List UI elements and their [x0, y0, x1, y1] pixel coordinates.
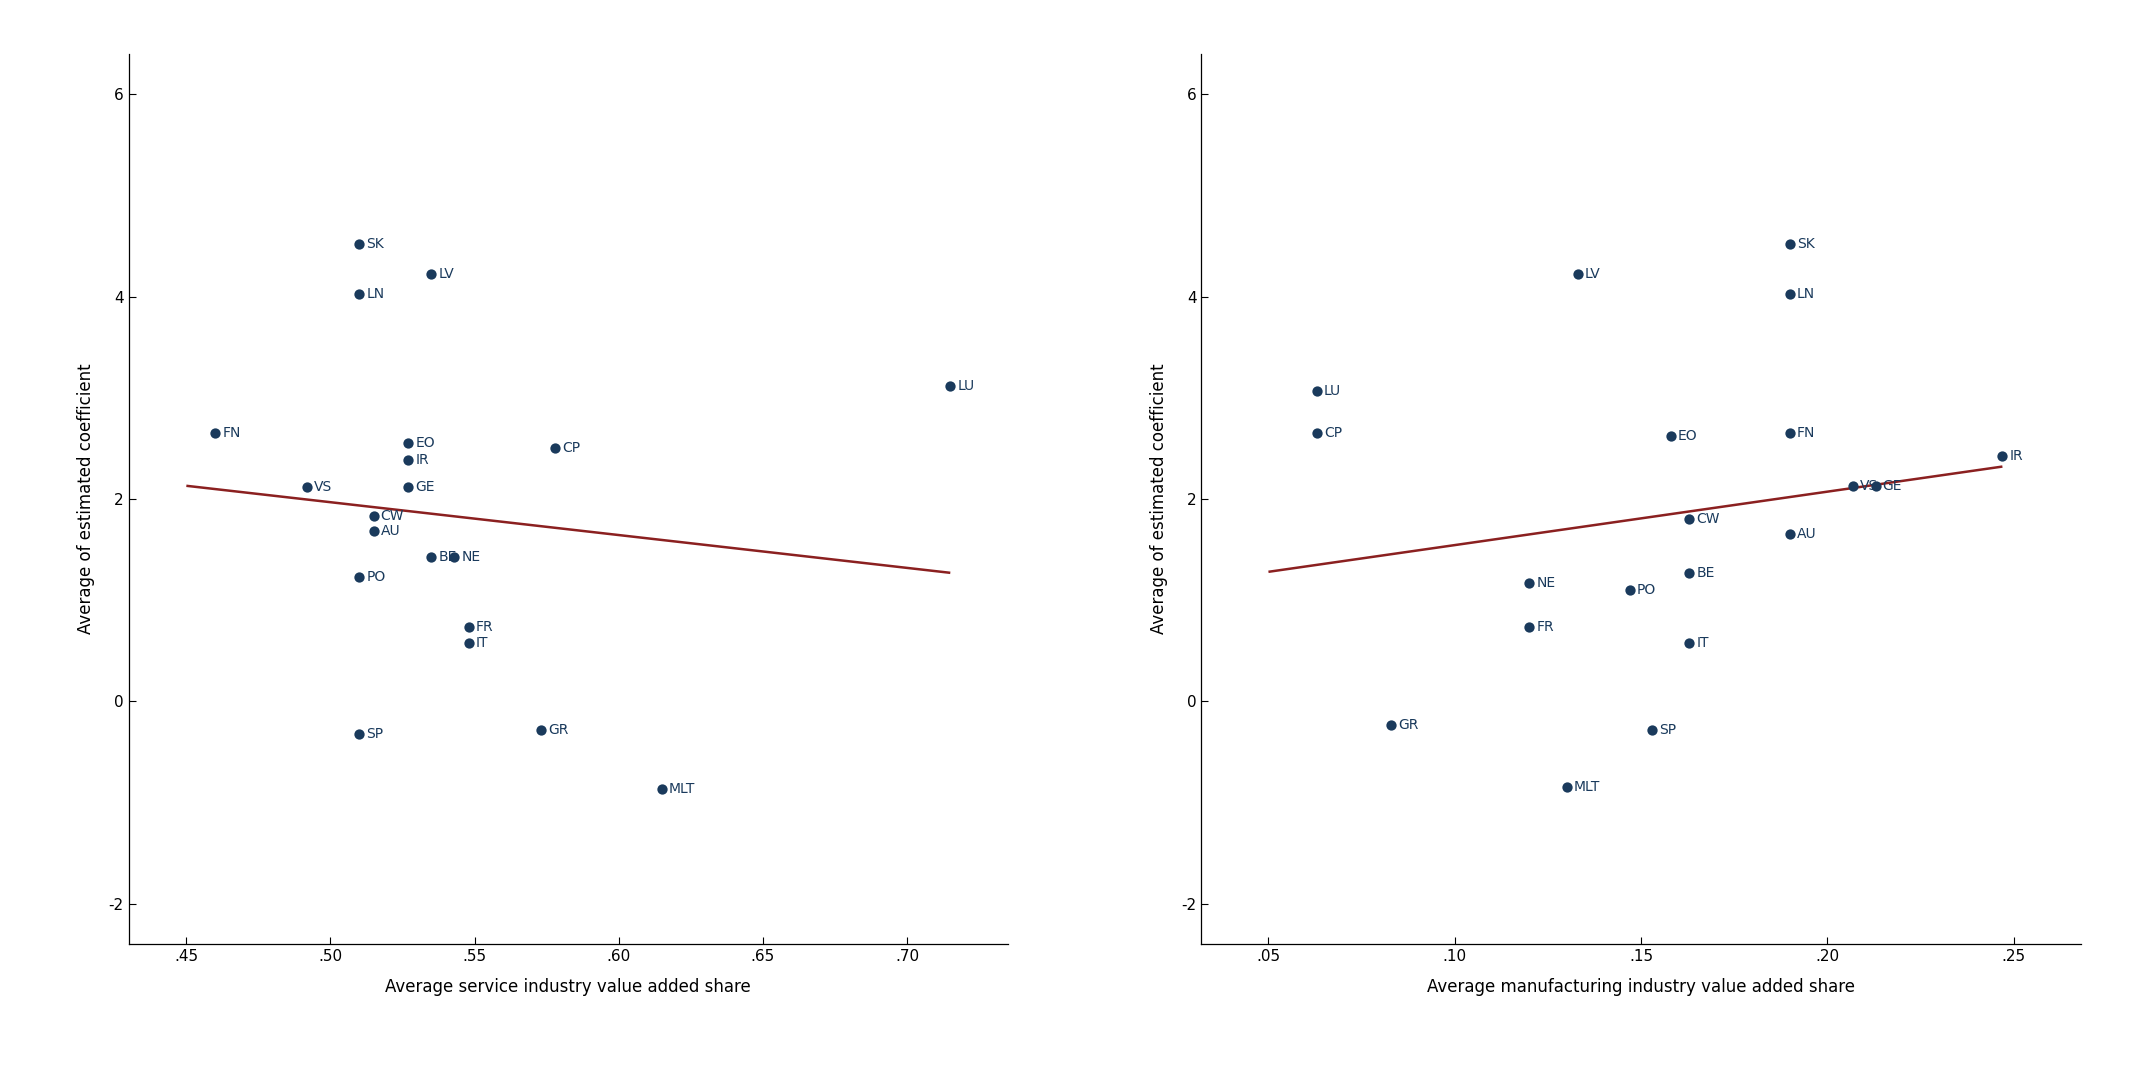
- Point: [1512, 619, 1547, 636]
- Point: [390, 435, 425, 452]
- Text: LU: LU: [1323, 384, 1341, 398]
- Point: [414, 266, 448, 283]
- Text: LV: LV: [1585, 267, 1600, 281]
- Text: FN: FN: [223, 426, 240, 440]
- Point: [1986, 447, 2021, 465]
- Point: [646, 781, 680, 798]
- Point: [356, 508, 390, 525]
- Point: [414, 548, 448, 565]
- Text: BE: BE: [1697, 565, 1714, 579]
- Text: MLT: MLT: [1574, 780, 1600, 794]
- Point: [1673, 511, 1707, 528]
- Point: [523, 721, 558, 738]
- Text: IT: IT: [1697, 635, 1710, 649]
- Point: [1774, 526, 1808, 543]
- Text: GR: GR: [1399, 718, 1418, 732]
- Text: AU: AU: [1798, 527, 1817, 542]
- Text: LN: LN: [367, 286, 384, 300]
- Text: CW: CW: [1697, 512, 1720, 526]
- Text: GE: GE: [416, 480, 435, 494]
- Point: [1774, 235, 1808, 252]
- Text: SP: SP: [1658, 723, 1675, 737]
- Text: IR: IR: [2010, 450, 2023, 464]
- Text: PO: PO: [1637, 583, 1656, 597]
- Point: [390, 452, 425, 469]
- Point: [1858, 477, 1892, 495]
- Text: VS: VS: [315, 480, 332, 494]
- Point: [453, 634, 487, 651]
- Text: GE: GE: [1883, 479, 1903, 493]
- Text: MLT: MLT: [669, 782, 695, 796]
- Text: FR: FR: [476, 620, 493, 634]
- Text: CP: CP: [562, 441, 581, 455]
- Point: [1562, 266, 1596, 283]
- Point: [197, 425, 232, 442]
- X-axis label: Average service industry value added share: Average service industry value added sha…: [386, 978, 751, 996]
- Text: SK: SK: [367, 237, 384, 251]
- Text: GR: GR: [547, 723, 568, 737]
- Text: IR: IR: [416, 454, 429, 468]
- Text: CW: CW: [380, 510, 403, 524]
- Point: [343, 285, 378, 303]
- Point: [356, 523, 390, 540]
- Point: [1300, 425, 1334, 442]
- Text: FR: FR: [1536, 620, 1553, 634]
- Text: PO: PO: [367, 570, 386, 584]
- Point: [1613, 582, 1647, 599]
- Text: NE: NE: [461, 549, 480, 563]
- Text: LN: LN: [1798, 286, 1815, 300]
- Point: [1774, 425, 1808, 442]
- Point: [1673, 564, 1707, 582]
- Y-axis label: Average of estimated coefficient: Average of estimated coefficient: [1150, 364, 1167, 634]
- Point: [390, 479, 425, 496]
- Point: [343, 569, 378, 586]
- Point: [1654, 428, 1688, 445]
- Text: CP: CP: [1323, 426, 1343, 440]
- Text: SK: SK: [1798, 237, 1815, 251]
- Text: LV: LV: [438, 267, 455, 281]
- Point: [343, 235, 378, 252]
- Point: [343, 725, 378, 743]
- Point: [1549, 779, 1583, 796]
- Text: SP: SP: [367, 726, 384, 740]
- Point: [1836, 477, 1870, 495]
- Text: LU: LU: [957, 379, 974, 393]
- Point: [1774, 285, 1808, 303]
- Point: [1375, 716, 1409, 733]
- Text: EO: EO: [416, 437, 435, 451]
- Text: EO: EO: [1677, 429, 1697, 443]
- Point: [1512, 574, 1547, 591]
- Point: [438, 548, 472, 565]
- Y-axis label: Average of estimated coefficient: Average of estimated coefficient: [77, 364, 94, 634]
- Text: FN: FN: [1798, 426, 1815, 440]
- Text: IT: IT: [476, 635, 489, 649]
- Point: [1634, 721, 1669, 738]
- X-axis label: Average manufacturing industry value added share: Average manufacturing industry value add…: [1426, 978, 1855, 996]
- Point: [538, 440, 573, 457]
- Point: [1673, 634, 1707, 651]
- Point: [933, 377, 967, 394]
- Point: [453, 619, 487, 636]
- Point: [1300, 382, 1334, 399]
- Text: NE: NE: [1536, 576, 1555, 590]
- Text: BE: BE: [438, 549, 457, 563]
- Text: VS: VS: [1860, 479, 1879, 493]
- Point: [290, 479, 324, 496]
- Text: AU: AU: [380, 525, 401, 539]
